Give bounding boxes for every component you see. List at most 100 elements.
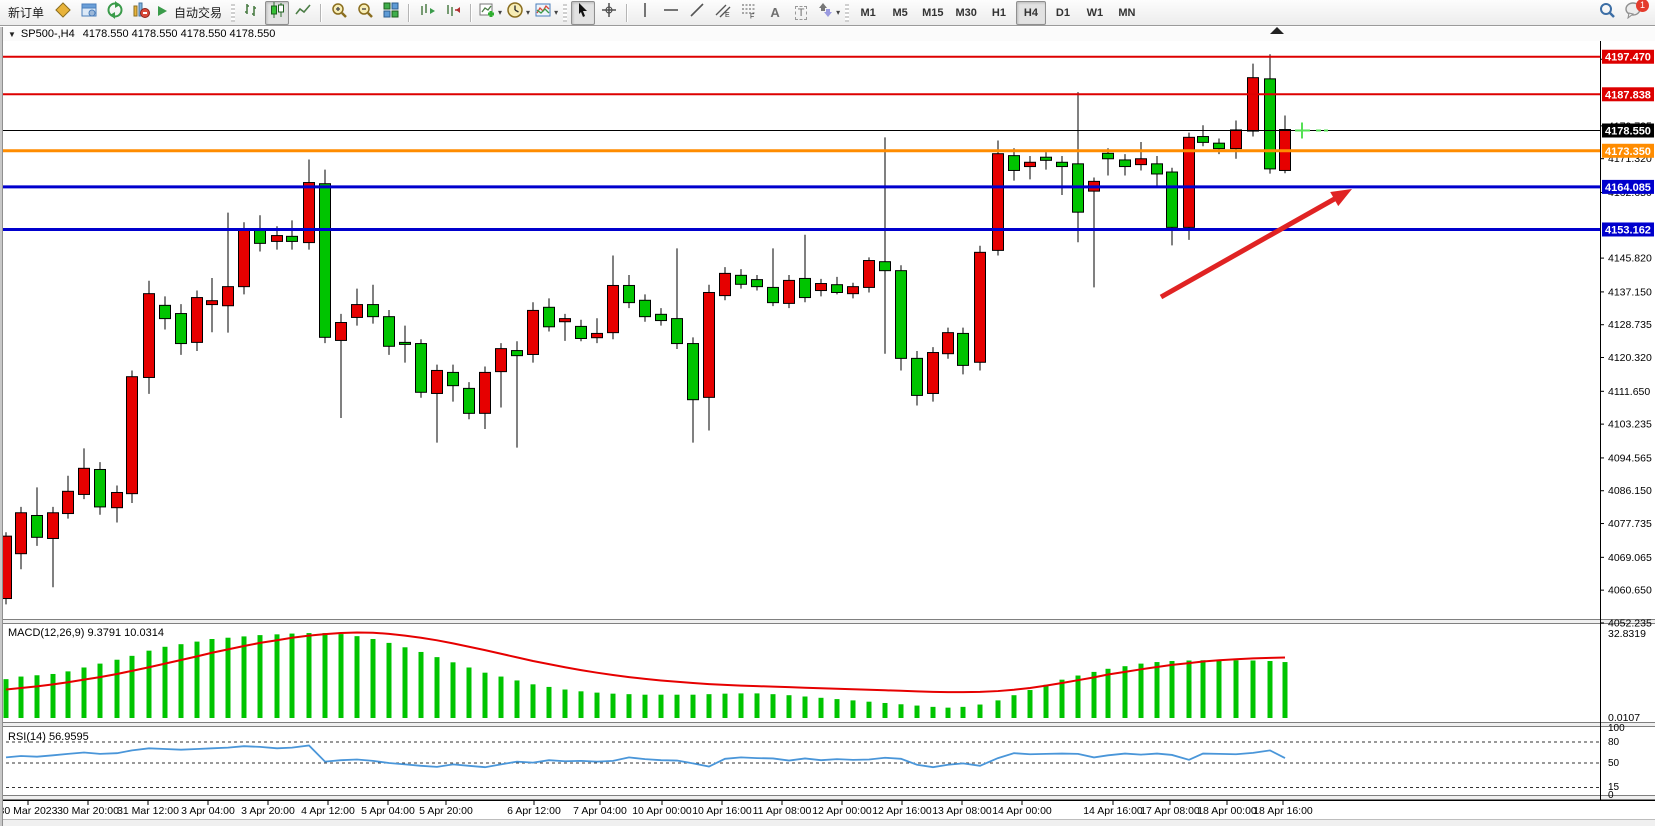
candle[interactable] — [175, 304, 187, 355]
candle[interactable] — [415, 339, 427, 398]
candle[interactable] — [1119, 154, 1131, 176]
candle[interactable] — [335, 313, 347, 419]
candle[interactable] — [847, 282, 859, 299]
candle[interactable] — [879, 137, 891, 354]
candle[interactable] — [303, 159, 315, 250]
candle[interactable] — [431, 364, 443, 443]
candle[interactable] — [383, 310, 395, 355]
text-tool-button[interactable]: A — [763, 1, 787, 25]
candle[interactable] — [1135, 142, 1147, 171]
candle[interactable] — [927, 347, 939, 402]
chart-shift-button[interactable] — [415, 1, 439, 25]
timeframe-button-D1[interactable]: D1 — [1055, 6, 1070, 19]
candle[interactable] — [719, 267, 731, 301]
chart-shift-marker[interactable] — [1270, 27, 1284, 34]
candle[interactable] — [1151, 156, 1163, 188]
notifications-button[interactable]: 1 — [1621, 0, 1649, 25]
auto-scroll-button[interactable] — [441, 1, 465, 25]
candle[interactable] — [1166, 167, 1178, 246]
candle[interactable] — [1264, 54, 1276, 174]
tile-windows-button[interactable] — [379, 1, 403, 25]
terminal-button[interactable] — [129, 1, 153, 25]
candle[interactable] — [543, 298, 555, 332]
timeframe-button-H1[interactable]: H1 — [991, 6, 1006, 19]
candle[interactable] — [367, 284, 379, 324]
text-label-button[interactable]: T — [789, 1, 813, 25]
candle[interactable] — [479, 366, 491, 429]
candle[interactable] — [815, 278, 827, 297]
candle[interactable] — [238, 222, 250, 295]
macd-pane[interactable]: MACD(12,26,9) 9.3791 10.0314 — [3, 627, 1288, 718]
timeframe-button-H4[interactable]: H4 — [1015, 0, 1046, 25]
candle[interactable] — [687, 337, 699, 443]
candle[interactable] — [895, 265, 907, 371]
zoom-in-button[interactable] — [327, 1, 351, 25]
candlestick-button[interactable] — [265, 0, 290, 25]
candle[interactable] — [286, 220, 298, 250]
pane-splitter[interactable] — [0, 795, 1655, 800]
candle[interactable] — [1008, 148, 1020, 181]
candle[interactable] — [783, 274, 795, 309]
main-pane[interactable] — [0, 54, 1291, 605]
candle[interactable] — [399, 325, 411, 363]
navigator-button[interactable] — [103, 1, 127, 25]
arrows-tool-button[interactable]: ▾ — [815, 1, 841, 25]
timeframe-button-M5[interactable]: M5 — [892, 6, 908, 19]
candle[interactable] — [992, 140, 1004, 256]
horizontal-line-button[interactable] — [659, 1, 683, 25]
candle[interactable] — [191, 290, 203, 351]
candle[interactable] — [751, 274, 763, 291]
candle[interactable] — [703, 284, 715, 431]
candle[interactable] — [1197, 125, 1209, 147]
periods-button[interactable]: ▾ — [505, 1, 531, 25]
candle[interactable] — [735, 269, 747, 289]
crosshair-button[interactable] — [597, 1, 621, 25]
candle[interactable] — [1247, 63, 1259, 137]
candle[interactable] — [143, 280, 155, 394]
candle[interactable] — [206, 278, 218, 333]
timeframe-button-M30[interactable]: M30 — [955, 6, 977, 19]
search-button[interactable] — [1595, 1, 1619, 25]
candle[interactable] — [591, 318, 603, 344]
candle[interactable] — [911, 350, 923, 406]
candle[interactable] — [831, 276, 843, 295]
market-watch-button[interactable] — [51, 1, 75, 25]
candle[interactable] — [495, 343, 507, 408]
candle[interactable] — [974, 245, 986, 371]
candle[interactable] — [1102, 148, 1114, 176]
candle[interactable] — [31, 487, 43, 546]
candle[interactable] — [351, 288, 363, 326]
pane-splitter[interactable] — [0, 619, 1655, 624]
candle[interactable] — [511, 341, 523, 448]
timeframe-button-M1[interactable]: M1 — [860, 6, 876, 19]
timeframe-button-W1[interactable]: W1 — [1086, 6, 1104, 19]
annotation-arrow-line[interactable] — [1159, 193, 1342, 300]
zoom-out-button[interactable] — [353, 1, 377, 25]
candle[interactable] — [1230, 120, 1242, 159]
candle[interactable] — [126, 370, 138, 504]
vertical-line-button[interactable] — [633, 1, 657, 25]
candle[interactable] — [1040, 152, 1052, 170]
candle[interactable] — [527, 302, 539, 363]
candle[interactable] — [159, 296, 171, 330]
templates-button[interactable]: ▾ — [533, 1, 559, 25]
candle[interactable] — [957, 327, 969, 375]
rsi-pane[interactable]: RSI(14) 56.9595 — [0, 731, 1600, 788]
fibonacci-button[interactable]: F — [737, 1, 761, 25]
ohlc-bars-button[interactable] — [239, 1, 263, 25]
pane-splitter[interactable] — [0, 722, 1655, 727]
candle[interactable] — [639, 294, 651, 322]
candle[interactable] — [942, 327, 954, 359]
timeframe-button-M15[interactable]: M15 — [922, 6, 944, 19]
candle[interactable] — [78, 448, 90, 500]
trendline-button[interactable] — [685, 1, 709, 25]
chart-menu-triangle-icon[interactable]: ▼ — [8, 29, 16, 39]
candle[interactable] — [1056, 156, 1068, 196]
candle[interactable] — [222, 212, 234, 333]
candle[interactable] — [863, 257, 875, 293]
candle[interactable] — [111, 485, 123, 523]
timeframe-button-MN[interactable]: MN — [1118, 6, 1136, 19]
candle[interactable] — [463, 382, 475, 420]
candle[interactable] — [799, 234, 811, 303]
